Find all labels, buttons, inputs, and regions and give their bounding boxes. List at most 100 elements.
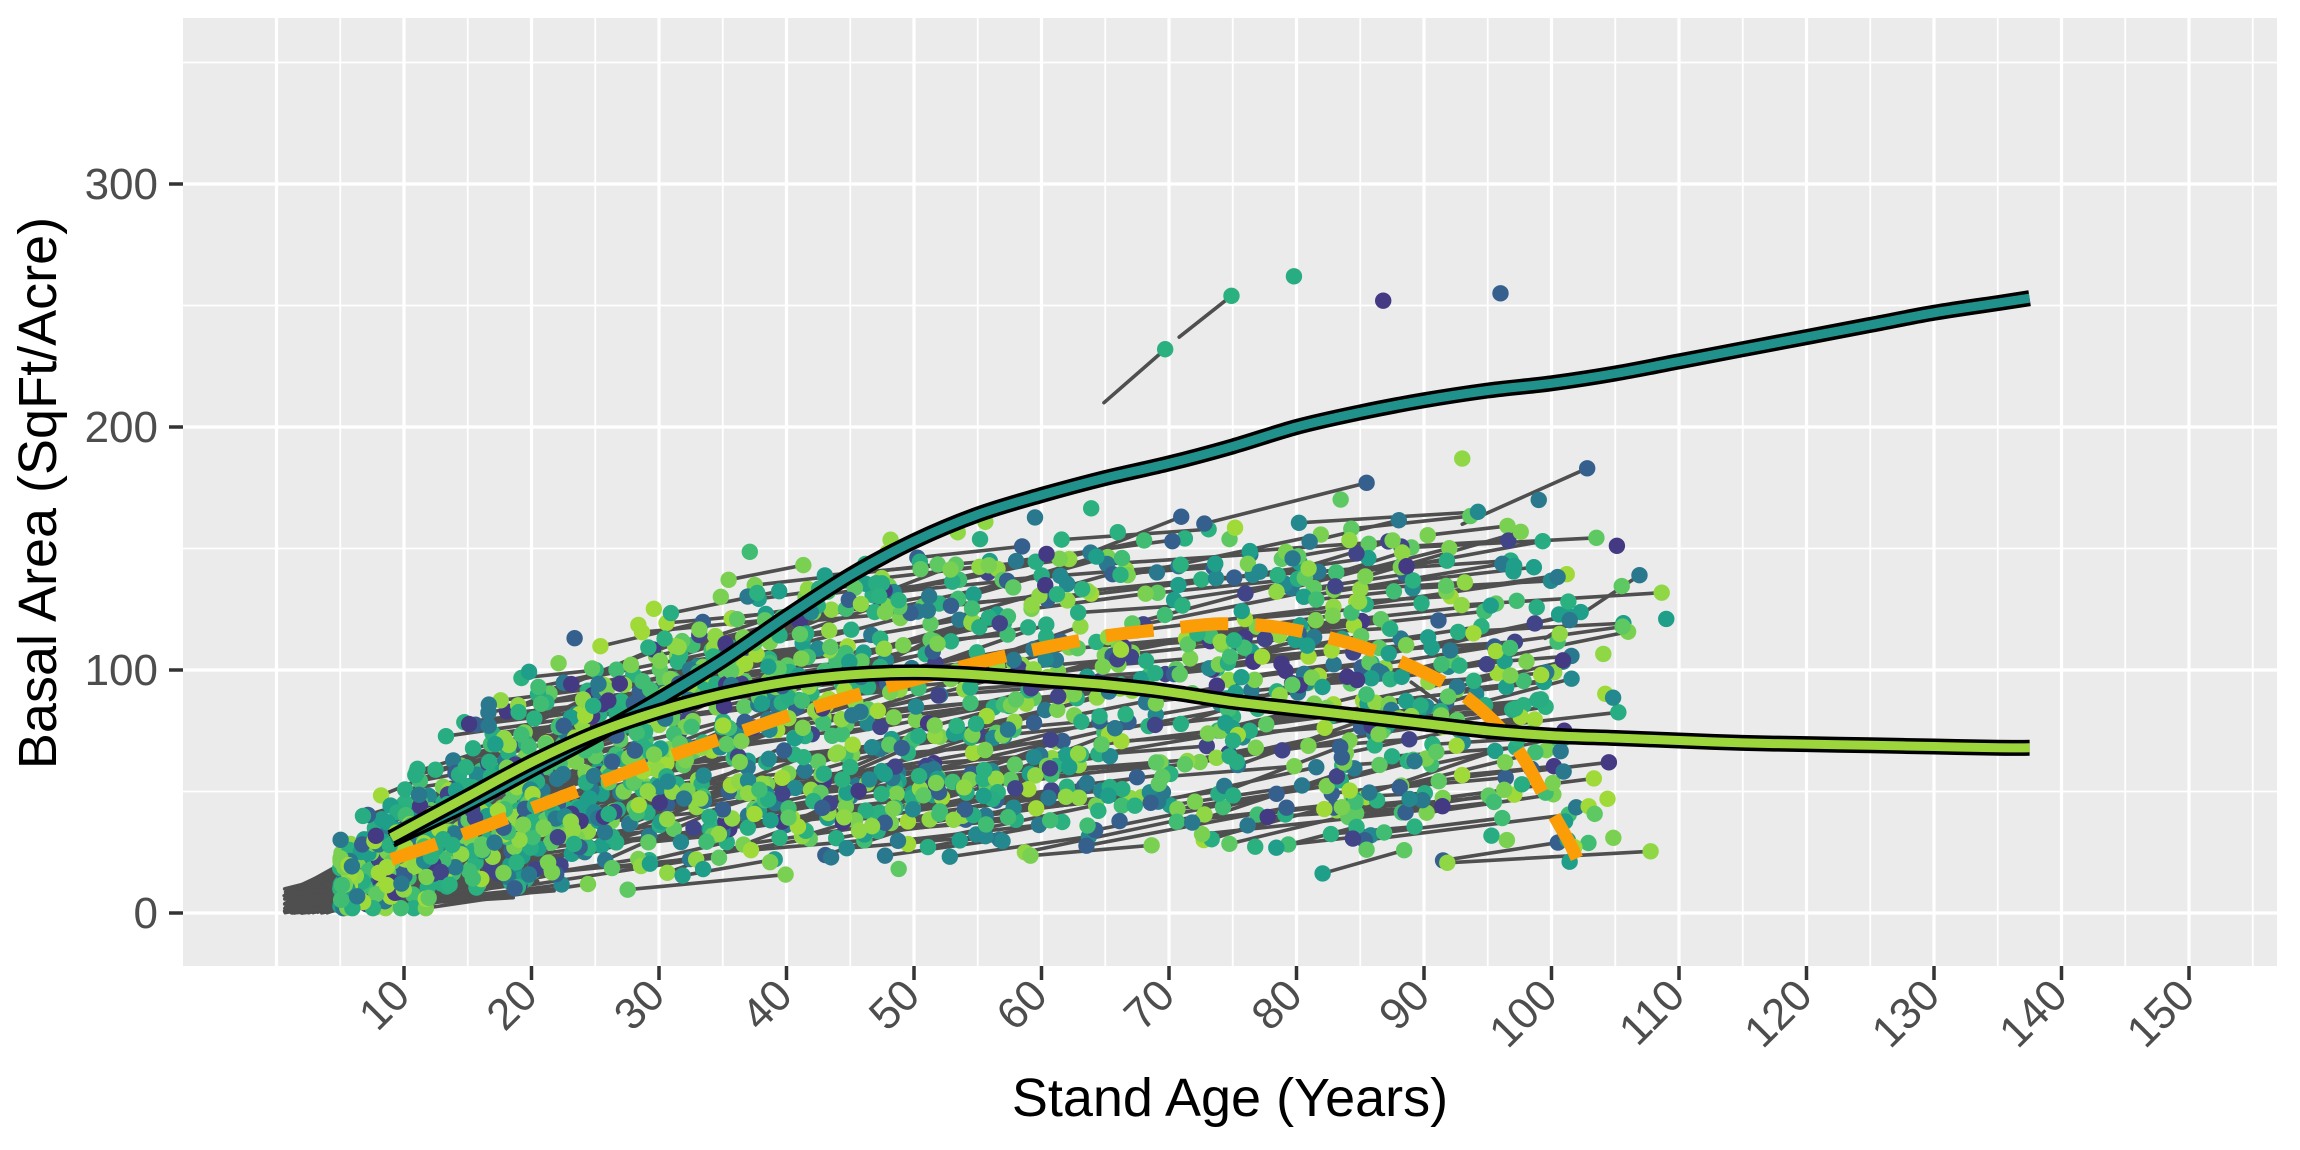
scatter-point [562, 813, 579, 830]
scatter-point [1375, 824, 1393, 841]
scatter-point [815, 714, 832, 732]
scatter-point [367, 827, 385, 845]
scatter-point [912, 560, 929, 578]
growth-segment [1363, 575, 1560, 607]
scatter-point [1111, 812, 1128, 830]
scatter-point [1006, 780, 1024, 797]
scatter-point [714, 717, 732, 734]
scatter-point [976, 741, 994, 759]
scatter-point [1561, 611, 1578, 629]
growth-segment [1362, 812, 1571, 843]
scatter-point [1100, 787, 1117, 804]
scatter-point [600, 805, 617, 823]
growth-segment [869, 618, 962, 637]
x-tick-label: 50 [860, 970, 929, 1039]
scatter-point [486, 834, 503, 851]
scatter-point [1419, 527, 1436, 544]
scatter-point [1143, 837, 1160, 854]
scatter-point [1391, 779, 1408, 796]
scatter-point [460, 715, 478, 733]
scatter-point [1101, 747, 1119, 765]
scatter-point [1430, 773, 1447, 790]
scatter-point [1247, 838, 1264, 855]
scatter-point [1233, 669, 1250, 686]
scatter-point [1060, 758, 1078, 776]
scatter-point [963, 600, 981, 617]
scatter-point [1412, 697, 1429, 714]
scatter-point [850, 822, 868, 839]
scatter-point [1241, 542, 1259, 560]
scatter-point [532, 695, 550, 713]
x-tick-label: 110 [1610, 970, 1694, 1054]
growth-segment [1441, 840, 1560, 863]
scatter-point [1332, 491, 1349, 508]
x-tick-label: 80 [1242, 970, 1311, 1039]
scatter-point [1208, 677, 1226, 694]
scatter-point [1333, 749, 1351, 766]
scatter-point [1502, 667, 1519, 684]
scatter-point [379, 877, 396, 894]
scatter-point [480, 696, 498, 713]
scatter-point [863, 738, 881, 756]
scatter-point [910, 767, 928, 785]
scatter-point [603, 859, 621, 877]
x-axis-title: Stand Age (Years) [1012, 1068, 1448, 1128]
scatter-point [942, 561, 959, 578]
scatter-point [662, 604, 680, 622]
scatter-point [1137, 652, 1155, 670]
scatter-point [1112, 566, 1129, 584]
growth-segment [1202, 481, 1369, 526]
scatter-point [1358, 686, 1375, 703]
scatter-point [852, 703, 869, 720]
scatter-point [876, 847, 894, 864]
scatter-point [1007, 552, 1025, 570]
scatter-point [1268, 583, 1285, 600]
scatter-point [838, 839, 855, 857]
scatter-point [1567, 799, 1585, 816]
scatter-point [751, 781, 768, 798]
scatter-point [651, 652, 669, 670]
scatter-point [828, 830, 845, 847]
scatter-point [876, 640, 893, 657]
teal-curve [389, 293, 2031, 845]
scatter-point [674, 867, 691, 884]
scatter-point [1278, 799, 1295, 816]
scatter-point [1439, 688, 1457, 705]
scatter-point [378, 858, 395, 876]
scatter-point [815, 765, 833, 782]
scatter-point [956, 801, 974, 818]
x-tick-label: 60 [987, 970, 1056, 1039]
scatter-point [907, 698, 925, 715]
scatter-point [354, 807, 372, 825]
scatter-point [927, 774, 945, 792]
scatter-point [1179, 636, 1197, 653]
scatter-point [1530, 491, 1547, 509]
scatter-point [651, 794, 668, 811]
scatter-point [1290, 514, 1308, 531]
scatter-point [392, 899, 410, 917]
scatter-point [1360, 535, 1377, 553]
scatter-point [739, 819, 757, 836]
scatter-point [975, 787, 992, 805]
scatter-point [630, 796, 647, 814]
scatter-point [844, 736, 861, 753]
scatter-point [731, 753, 748, 771]
growth-segment [1397, 775, 1508, 790]
scatter-point [1658, 610, 1675, 628]
scatter-point [457, 759, 475, 776]
scatter-point [853, 653, 870, 670]
scatter-point [1401, 790, 1418, 808]
scatter-point [1135, 532, 1153, 549]
scatter-point [1041, 812, 1059, 829]
scatter-point [835, 809, 853, 826]
scatter-point [1094, 658, 1112, 675]
scatter-point [955, 779, 973, 796]
scatter-point [926, 717, 943, 734]
scatter-point [1172, 715, 1190, 733]
scatter-point [823, 601, 840, 618]
scatter-point [513, 726, 530, 743]
scatter-point [444, 836, 461, 854]
scatter-point [774, 785, 791, 802]
x-tick-label: 70 [1115, 970, 1184, 1039]
